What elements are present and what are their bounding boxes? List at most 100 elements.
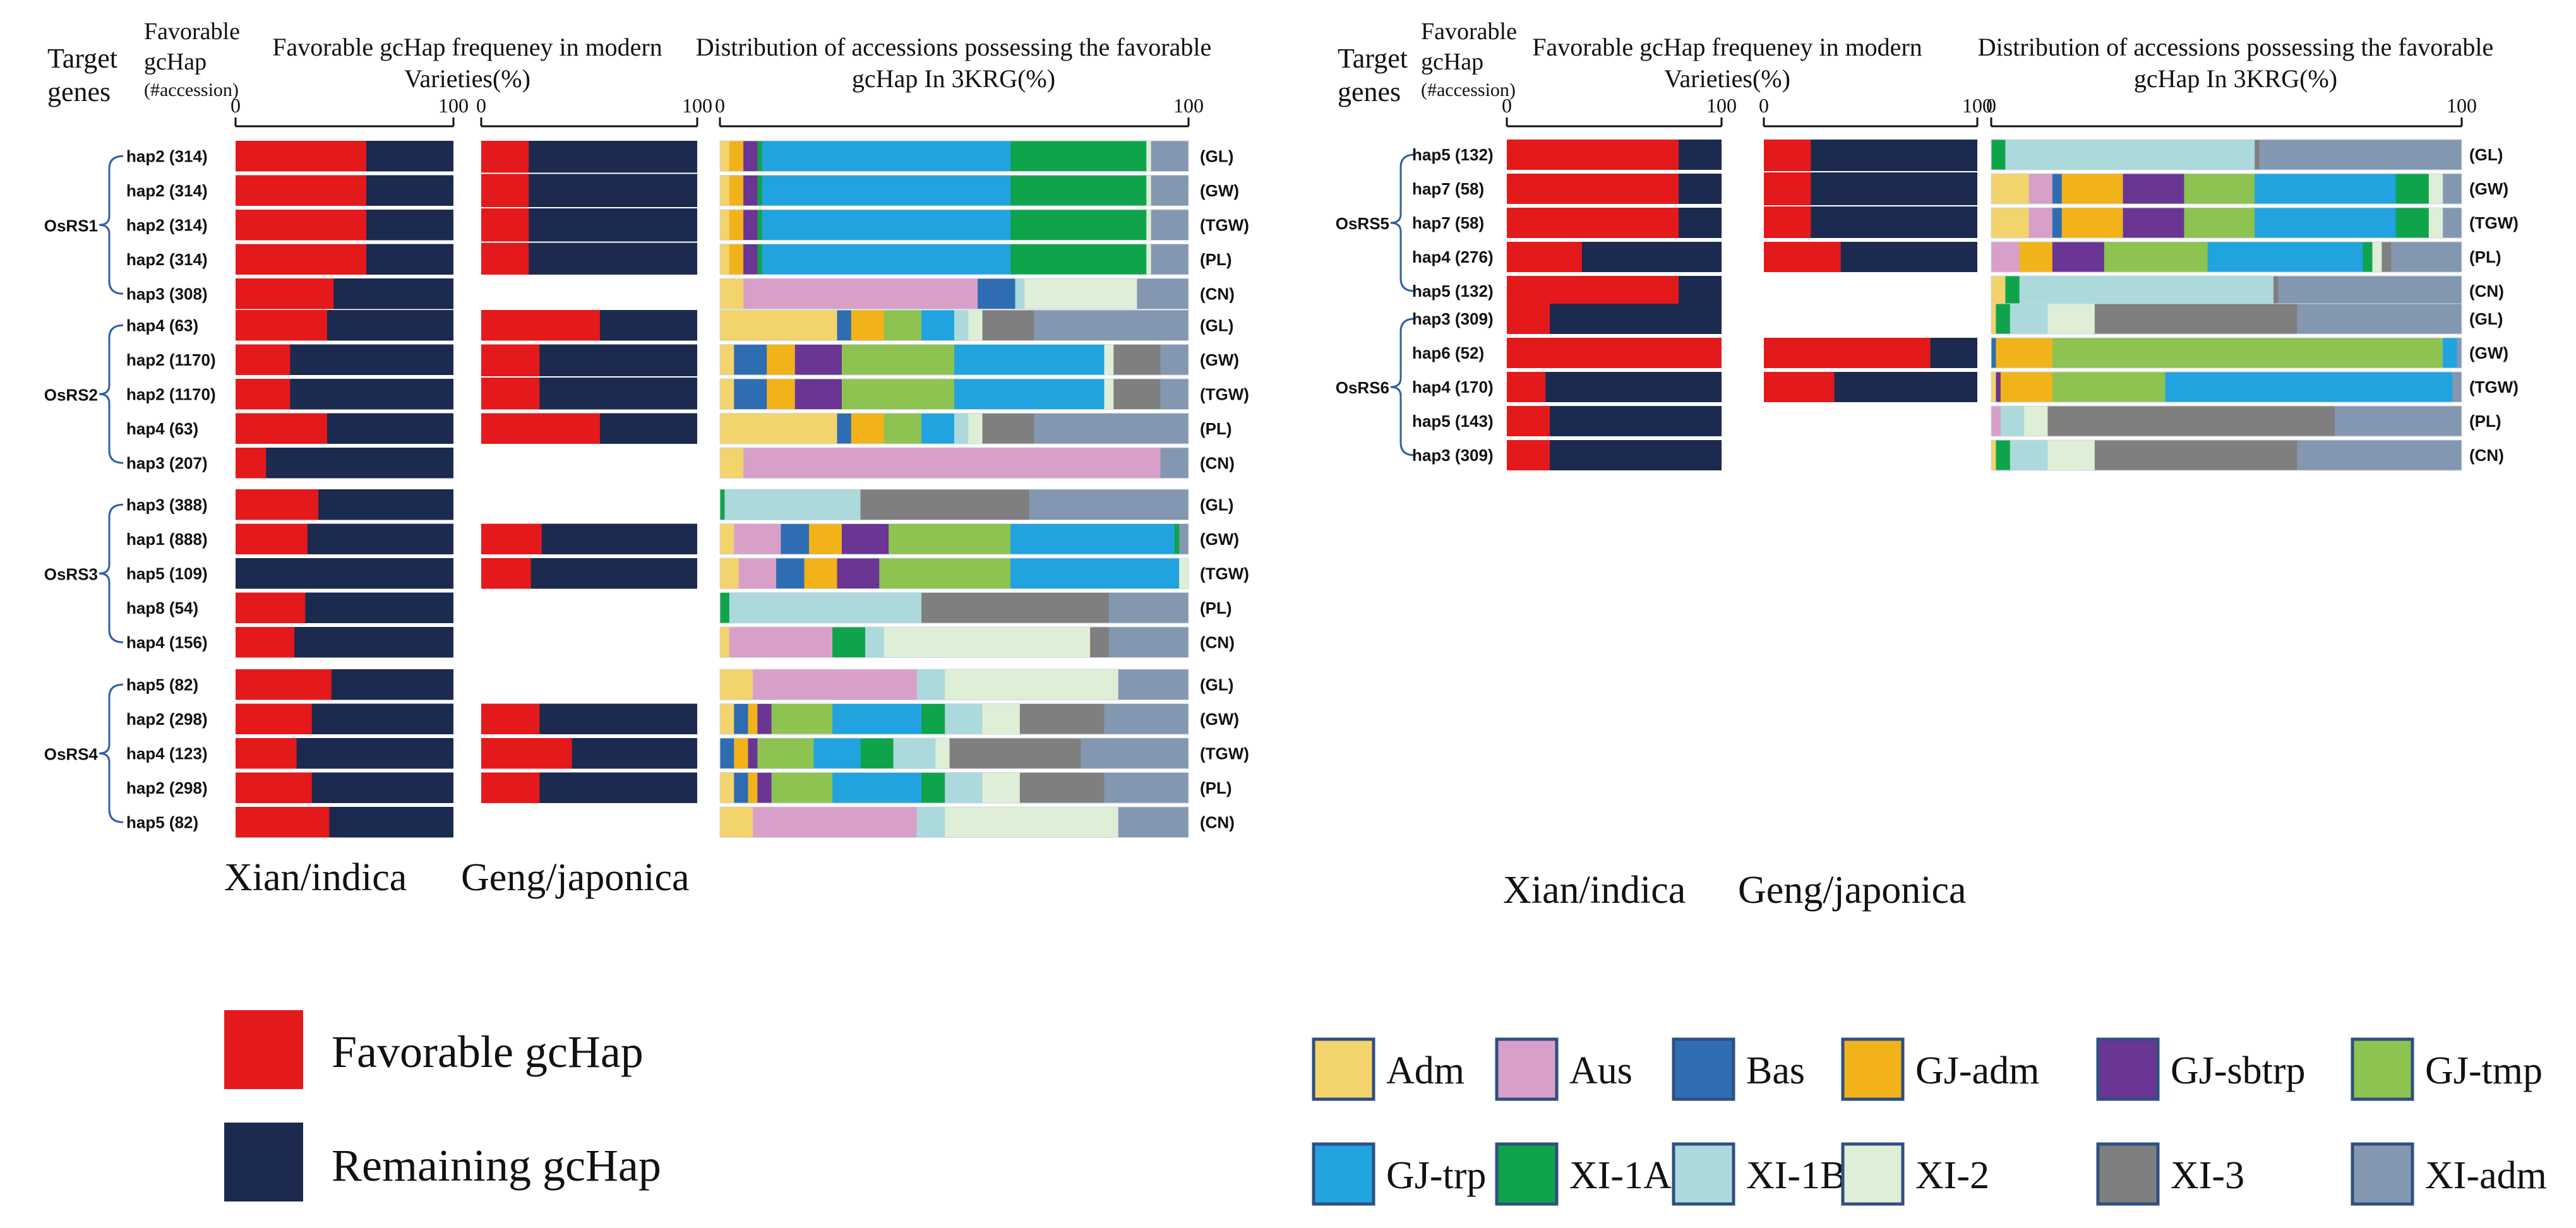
frequency-header: Varieties(%) bbox=[1664, 64, 1790, 93]
distribution-segment-xi-adm bbox=[2452, 372, 2462, 402]
modern-favorable-bar bbox=[1764, 372, 1835, 402]
distribution-segment-xi-1a bbox=[757, 210, 763, 241]
xian-favorable-bar bbox=[1507, 304, 1550, 334]
distribution-bar-outline bbox=[719, 309, 1189, 341]
hap-label: hap7 (58) bbox=[1412, 213, 1484, 232]
gene-bracket bbox=[99, 683, 124, 823]
distribution-segment-aus bbox=[743, 278, 978, 309]
hap-label: hap5 (82) bbox=[126, 675, 198, 694]
distribution-segment-xi-3 bbox=[982, 413, 1034, 444]
distribution-segment-xi-1a bbox=[860, 738, 894, 769]
distribution-segment-xi-1b bbox=[729, 592, 922, 623]
xian-favorable-bar bbox=[236, 448, 267, 479]
distribution-segment-gj-sbtrp bbox=[794, 379, 842, 410]
distribution-segment-xi-adm bbox=[1137, 278, 1189, 309]
distribution-segment-xi-2 bbox=[945, 807, 1119, 838]
distribution-segment-xi-1b bbox=[2000, 406, 2025, 436]
modern-favorable-bar bbox=[481, 703, 540, 734]
distribution-segment-adm bbox=[720, 210, 730, 241]
distribution-segment-adm bbox=[720, 310, 837, 341]
distribution-segment-gj-adm bbox=[851, 310, 885, 341]
distribution-segment-xi-2 bbox=[2428, 174, 2443, 204]
modern-favorable-bar bbox=[481, 558, 531, 589]
distribution-segment-xi-adm bbox=[1151, 175, 1189, 206]
target-genes-header: genes bbox=[47, 76, 111, 107]
distribution-segment-adm bbox=[1991, 208, 2030, 238]
group-legend-swatch-gj-adm bbox=[1841, 1037, 1905, 1101]
xian-axis-tick-label: 100 bbox=[1706, 94, 1737, 117]
distribution-segment-gj-trp bbox=[813, 738, 861, 769]
distribution-segment-xi-1a bbox=[757, 175, 763, 206]
distribution-segment-gj-adm bbox=[729, 210, 744, 241]
distribution-segment-gj-sbtrp bbox=[2123, 174, 2184, 204]
trait-label: (TGW) bbox=[1200, 744, 1249, 763]
distribution-bar-outline bbox=[719, 209, 1189, 241]
distribution-segment-xi-1b bbox=[954, 310, 969, 341]
distribution-segment-bas bbox=[734, 772, 749, 803]
distribution-segment-bas bbox=[720, 738, 734, 769]
distribution-bar-outline bbox=[719, 278, 1189, 309]
distribution-segment-xi-adm bbox=[1160, 448, 1189, 479]
distribution-segment-gj-tmp bbox=[884, 310, 922, 341]
distribution-segment-xi-1a bbox=[720, 592, 730, 623]
distribution-segment-xi-2 bbox=[1146, 244, 1152, 275]
distribution-segment-xi-1b bbox=[916, 807, 945, 838]
distribution-segment-gj-adm bbox=[729, 175, 744, 206]
modern-favorable-bar bbox=[481, 413, 601, 444]
distribution-segment-xi-3 bbox=[921, 592, 1110, 623]
distribution-segment-gj-adm bbox=[1996, 338, 2053, 368]
distribution-segment-xi-1a bbox=[1174, 523, 1180, 554]
distribution-segment-bas bbox=[734, 703, 749, 734]
distribution-bar-outline bbox=[719, 703, 1189, 735]
modern-favorable-bar bbox=[481, 738, 572, 769]
xian-favorable-bar bbox=[236, 703, 312, 734]
trait-label: (TGW) bbox=[2469, 378, 2519, 396]
distribution-segment-xi-1b bbox=[945, 703, 983, 734]
remaining-legend-swatch bbox=[224, 1123, 303, 1201]
distribution-segment-xi-3 bbox=[2273, 276, 2279, 306]
modern-favorable-bar bbox=[1764, 242, 1841, 272]
xian-favorable-bar bbox=[1507, 338, 1722, 368]
distribution-segment-gj-tmp bbox=[771, 772, 833, 803]
distribution-segment-xi-1a bbox=[1010, 141, 1147, 172]
distribution-segment-gj-adm bbox=[767, 344, 796, 375]
distribution-header: Distribution of accessions possessing th… bbox=[696, 33, 1212, 61]
distribution-segment-gj-tmp bbox=[889, 523, 1011, 554]
distribution-segment-xi-adm bbox=[2297, 304, 2462, 334]
distribution-bar-outline bbox=[1991, 303, 2462, 335]
distribution-segment-bas bbox=[978, 278, 1015, 309]
distribution-segment-xi-adm bbox=[1034, 413, 1189, 444]
distribution-bar-outline bbox=[719, 626, 1189, 658]
group-legend-label: Bas bbox=[1746, 1049, 1805, 1092]
distribution-segment-gj-adm bbox=[2019, 242, 2053, 272]
distribution-segment-xi-1b bbox=[2005, 140, 2255, 170]
group-legend-swatch-gj-trp bbox=[1312, 1142, 1375, 1206]
distribution-segment-gj-tmp bbox=[771, 703, 833, 734]
distribution-segment-xi-1a bbox=[1991, 140, 2006, 170]
trait-label: (CN) bbox=[2469, 446, 2504, 465]
distribution-segment-gj-sbtrp bbox=[2123, 208, 2184, 238]
distribution-bar-outline bbox=[1991, 337, 2462, 369]
distribution-segment-xi-1a bbox=[2005, 276, 2020, 306]
distribution-segment-xi-3 bbox=[2094, 440, 2297, 470]
trait-label: (TGW) bbox=[1200, 215, 1249, 234]
distribution-segment-aus bbox=[729, 627, 833, 658]
trait-label: (PL) bbox=[1200, 599, 1232, 617]
distribution-segment-gj-trp bbox=[1010, 523, 1175, 554]
gene-label: OsRS2 bbox=[44, 385, 98, 404]
modern-axis-tick-label: 0 bbox=[476, 94, 486, 117]
distribution-segment-xi-adm bbox=[1034, 310, 1189, 341]
frequency-header: Favorable gcHap frequeney in modern bbox=[1532, 33, 1922, 61]
group-legend-swatch-adm bbox=[1312, 1037, 1375, 1101]
distribution-segment-adm bbox=[720, 413, 837, 444]
distribution-segment-gj-sbtrp bbox=[743, 175, 758, 206]
distribution-segment-gj-sbtrp bbox=[794, 344, 842, 375]
distribution-segment-xi-adm bbox=[1108, 592, 1189, 623]
xian-favorable-bar bbox=[1507, 140, 1679, 170]
distribution-segment-xi-adm bbox=[1160, 379, 1189, 410]
distribution-segment-xi-adm bbox=[1160, 344, 1189, 375]
gene-label: OsRS4 bbox=[44, 744, 99, 763]
hap-label: hap2 (298) bbox=[126, 778, 208, 797]
distribution-bar-outline bbox=[719, 344, 1189, 376]
trait-label: (TGW) bbox=[1200, 384, 1249, 403]
